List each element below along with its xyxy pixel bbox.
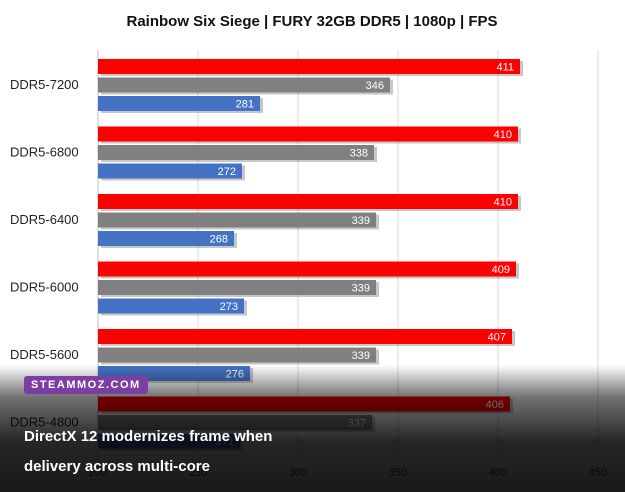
bar	[98, 231, 234, 246]
bar	[98, 261, 516, 277]
bar	[98, 194, 518, 209]
bar	[98, 126, 518, 142]
caption-line-1: DirectX 12 modernizes frame when	[24, 428, 273, 445]
category-label: DDR5-6800	[10, 145, 79, 160]
bar	[98, 59, 520, 74]
chart-title: Rainbow Six Siege | FURY 32GB DDR5 | 108…	[126, 13, 497, 30]
bar	[98, 212, 376, 228]
bar	[98, 145, 374, 160]
bar	[98, 96, 260, 111]
data-label: 338	[350, 148, 368, 160]
data-label: 411	[496, 62, 514, 74]
caption-line-2: delivery across multi-core	[24, 458, 210, 475]
category-label: DDR5-6400	[10, 212, 79, 227]
data-label: 339	[352, 215, 370, 227]
data-label: 268	[210, 234, 228, 246]
category-label: DDR5-6000	[10, 280, 79, 295]
data-label: 410	[494, 129, 512, 141]
data-label: 346	[366, 80, 384, 92]
bar	[98, 163, 242, 179]
bar	[98, 280, 376, 295]
bar	[98, 298, 244, 314]
category-label: DDR5-5600	[10, 347, 79, 362]
data-label: 339	[352, 350, 370, 362]
data-label: 273	[220, 301, 238, 313]
data-label: 409	[492, 264, 510, 276]
bar	[98, 347, 376, 363]
category-label: DDR5-7200	[10, 77, 79, 92]
data-label: 410	[494, 197, 512, 209]
data-label: 281	[236, 99, 254, 111]
bar	[98, 77, 390, 93]
watermark-badge: STEAMMOZ.COM	[24, 376, 148, 394]
data-label: 339	[352, 283, 370, 295]
data-label: 272	[218, 166, 236, 178]
bar	[98, 329, 512, 344]
data-label: 407	[488, 332, 506, 344]
